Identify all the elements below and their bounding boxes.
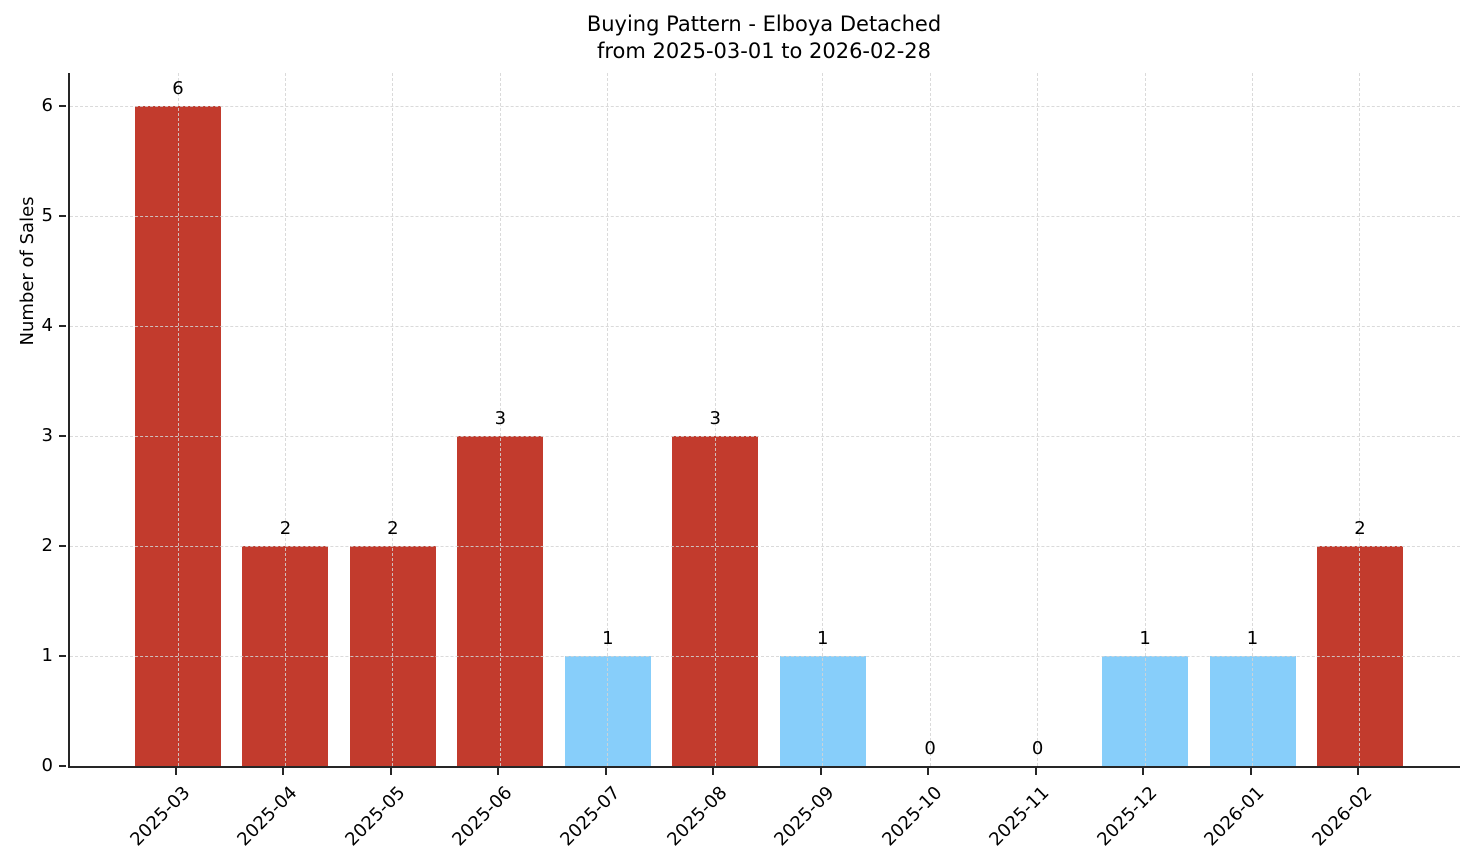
v-gridline <box>392 73 394 766</box>
h-gridline <box>70 106 1460 107</box>
y-tick-label: 1 <box>41 645 53 666</box>
y-axis-tick <box>59 215 66 217</box>
y-axis-tick <box>59 105 66 107</box>
x-axis-tick <box>604 768 607 775</box>
bar-value-label: 3 <box>494 408 507 429</box>
y-tick-label: 5 <box>41 205 53 226</box>
y-tick-label: 4 <box>41 315 53 336</box>
x-tick-label: 2026-02 <box>1308 782 1377 851</box>
x-axis-tick <box>927 768 930 775</box>
chart-title-line2: from 2025-03-01 to 2026-02-28 <box>596 39 932 63</box>
x-axis-tick <box>282 768 285 775</box>
y-axis-tick <box>59 545 66 547</box>
bar-value-label: 2 <box>1354 518 1366 539</box>
h-gridline <box>70 656 1460 657</box>
x-tick-label: 2025-07 <box>555 782 624 851</box>
x-axis-tick <box>389 768 392 775</box>
x-tick-label: 2025-08 <box>663 782 732 851</box>
x-axis-tick <box>1249 768 1252 775</box>
y-axis-tick <box>59 765 66 767</box>
y-axis-tick <box>59 435 66 437</box>
x-tick-label: 2025-04 <box>233 782 302 851</box>
x-axis-tick <box>1356 768 1359 775</box>
bar-value-label: 3 <box>709 408 721 429</box>
h-gridline <box>70 436 1460 437</box>
h-gridline <box>70 216 1460 217</box>
x-tick-label: 2025-06 <box>448 782 517 851</box>
v-gridline <box>1037 73 1039 766</box>
y-tick-label: 0 <box>41 755 53 776</box>
v-gridline <box>284 73 286 766</box>
x-axis-tick <box>1142 768 1145 775</box>
bar-value-label: 1 <box>1246 628 1259 649</box>
bar-value-label: 1 <box>1139 628 1151 649</box>
v-gridline <box>1252 73 1253 766</box>
x-tick-label: 2025-11 <box>985 782 1054 851</box>
y-axis-tick <box>59 655 66 657</box>
x-tick-label: 2025-09 <box>770 782 839 851</box>
chart-title-line1: Buying Pattern - Elboya Detached <box>586 12 942 36</box>
v-gridline <box>1359 73 1361 766</box>
v-gridline <box>714 73 716 766</box>
x-tick-label: 2025-03 <box>126 782 195 851</box>
h-gridline <box>70 546 1460 547</box>
x-tick-label: 2025-05 <box>341 782 410 851</box>
v-gridline <box>929 73 931 766</box>
bar-value-label: 2 <box>279 518 292 539</box>
bar-value-label: 0 <box>924 738 936 759</box>
x-tick-label: 2025-10 <box>878 782 947 851</box>
bar-value-label: 2 <box>387 518 399 539</box>
v-gridline <box>822 73 824 766</box>
bar-value-label: 0 <box>1031 738 1044 759</box>
x-axis-tick <box>497 768 500 775</box>
bar-value-label: 6 <box>172 78 184 99</box>
x-tick-label: 2026-01 <box>1200 782 1269 851</box>
y-axis-tick <box>59 325 66 327</box>
plot-area: 6 2 2 3 1 3 1 0 0 1 1 2 <box>68 73 1460 768</box>
v-gridline <box>1144 73 1146 766</box>
v-gridline <box>607 73 609 766</box>
x-axis-tick <box>1034 768 1037 775</box>
h-gridline <box>70 326 1460 327</box>
x-axis-tick <box>819 768 822 775</box>
x-axis-tick <box>175 768 177 775</box>
bar-value-label: 1 <box>602 628 614 649</box>
v-gridline <box>177 73 179 766</box>
x-axis-tick <box>712 768 715 775</box>
v-gridline <box>499 73 501 766</box>
chart-title: Buying Pattern - Elboya Detached from 20… <box>68 11 1460 65</box>
y-tick-label: 2 <box>41 535 53 556</box>
bar-value-label: 1 <box>816 628 829 649</box>
x-tick-label: 2025-12 <box>1093 782 1162 851</box>
y-tick-label: 6 <box>41 95 53 116</box>
y-tick-label: 3 <box>41 425 53 446</box>
